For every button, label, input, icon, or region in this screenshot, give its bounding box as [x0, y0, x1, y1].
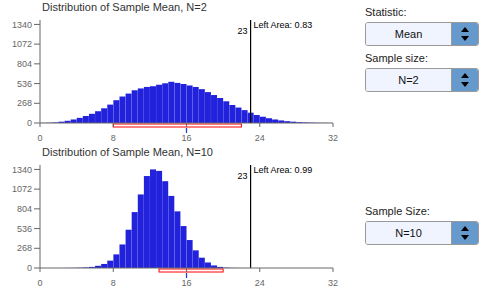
svg-text:0: 0 — [37, 278, 42, 288]
svg-text:24: 24 — [255, 133, 265, 143]
html-text:Distribution of Sample Mean, N: Distribution of Sample Mean, N=2 — [42, 1, 207, 13]
html-text:N=2: N=2 — [398, 74, 419, 86]
svg-text:32: 32 — [328, 278, 338, 288]
svg-text:536: 536 — [17, 79, 32, 89]
svg-text:0: 0 — [37, 133, 42, 143]
svg-text:8: 8 — [111, 133, 116, 143]
svg-text:Left Area: 0.83: Left Area: 0.83 — [254, 20, 313, 30]
svg-text:24: 24 — [255, 278, 265, 288]
svg-text:Left Area: 0.99: Left Area: 0.99 — [254, 165, 313, 175]
html-text:Statistic:: Statistic: — [365, 6, 407, 18]
svg-text:804: 804 — [17, 204, 32, 214]
svg-text:0: 0 — [27, 118, 32, 128]
svg-text:32: 32 — [328, 133, 338, 143]
svg-text:0: 0 — [27, 263, 32, 273]
html-text:Sample size:: Sample size: — [365, 52, 428, 64]
html-text:Distribution of Sample Mean, N: Distribution of Sample Mean, N=10 — [42, 146, 213, 158]
svg-text:23: 23 — [238, 26, 248, 36]
svg-text:16: 16 — [181, 278, 191, 288]
svg-text:1340: 1340 — [12, 165, 32, 175]
html-text:Sample Size:: Sample Size: — [365, 205, 430, 217]
svg-text:268: 268 — [17, 98, 32, 108]
html-text:Mean: Mean — [394, 28, 423, 40]
svg-text:536: 536 — [17, 224, 32, 234]
svg-text:268: 268 — [17, 243, 32, 253]
svg-text:1072: 1072 — [12, 39, 32, 49]
svg-text:1072: 1072 — [12, 184, 32, 194]
html-text:N=10: N=10 — [395, 227, 422, 239]
svg-text:804: 804 — [17, 59, 32, 69]
svg-text:1340: 1340 — [12, 20, 32, 30]
svg-text:8: 8 — [111, 278, 116, 288]
svg-text:16: 16 — [181, 133, 191, 143]
svg-text:23: 23 — [238, 171, 248, 181]
